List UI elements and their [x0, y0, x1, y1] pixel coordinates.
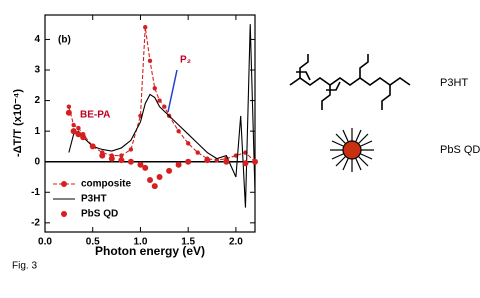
data-point — [223, 158, 230, 165]
p3ht-structure — [289, 54, 411, 110]
data-point — [80, 134, 87, 141]
data-point — [70, 128, 77, 135]
data-point — [242, 160, 249, 167]
data-point — [137, 161, 144, 168]
legend-marker — [61, 181, 67, 187]
y-tick-label: -1 — [31, 187, 40, 198]
y-tick-label: 3 — [34, 65, 40, 76]
data-point — [66, 104, 72, 109]
data-point — [128, 147, 134, 152]
series-line — [68, 27, 256, 163]
data-point — [162, 104, 167, 109]
legend-marker — [61, 211, 67, 217]
data-point — [157, 98, 162, 103]
data-point — [127, 158, 134, 165]
data-point — [152, 86, 157, 91]
data-point — [65, 109, 72, 116]
caption: Fig. 3 — [12, 261, 37, 272]
annotation: P₂ — [180, 55, 191, 66]
data-point — [143, 25, 148, 30]
schematic-label: P3HT — [440, 77, 468, 89]
data-point — [142, 164, 149, 171]
data-point — [151, 183, 158, 190]
data-point — [71, 122, 76, 128]
x-tick-label: 0.5 — [86, 237, 100, 248]
x-axis-label: Photon energy (eV) — [95, 244, 205, 258]
x-tick-label: 1.5 — [181, 237, 195, 248]
data-point — [204, 157, 211, 164]
data-point — [118, 157, 125, 164]
data-point — [147, 58, 153, 64]
data-point — [119, 153, 124, 158]
data-point — [147, 177, 153, 184]
data-point — [75, 131, 82, 138]
data-point — [89, 143, 96, 150]
data-point — [185, 141, 191, 146]
x-tick-label: 0.0 — [38, 237, 52, 248]
y-tick-label: -2 — [31, 217, 40, 228]
y-axis-label: -ΔT/T (x10⁻⁴) — [12, 89, 24, 157]
data-point — [185, 158, 192, 165]
data-point — [195, 150, 200, 155]
plot-frame — [44, 14, 256, 233]
data-point — [108, 155, 115, 162]
data-point — [176, 128, 181, 134]
data-point — [156, 173, 163, 180]
legend-label: PbS QD — [81, 209, 118, 220]
y-tick-label: 2 — [34, 95, 40, 106]
annotation: BE-PA — [80, 110, 110, 121]
x-tick-label: 1.0 — [134, 237, 148, 248]
y-tick-label: 0 — [34, 156, 40, 167]
qd-structure — [330, 128, 374, 172]
data-point — [76, 125, 81, 131]
data-point — [252, 158, 258, 165]
data-point — [166, 167, 173, 174]
data-point — [99, 152, 106, 159]
legend-label: composite — [81, 179, 131, 190]
annotation: (b) — [58, 35, 71, 46]
y-tick-label: 4 — [34, 34, 40, 45]
annotation-arrow — [167, 69, 178, 113]
data-point — [214, 157, 220, 163]
y-tick-label: 1 — [34, 126, 40, 137]
x-tick-label: 2.0 — [229, 237, 243, 248]
legend-label: P3HT — [81, 194, 107, 205]
schematic-label: PbS QD — [440, 144, 480, 156]
data-point — [175, 161, 182, 168]
